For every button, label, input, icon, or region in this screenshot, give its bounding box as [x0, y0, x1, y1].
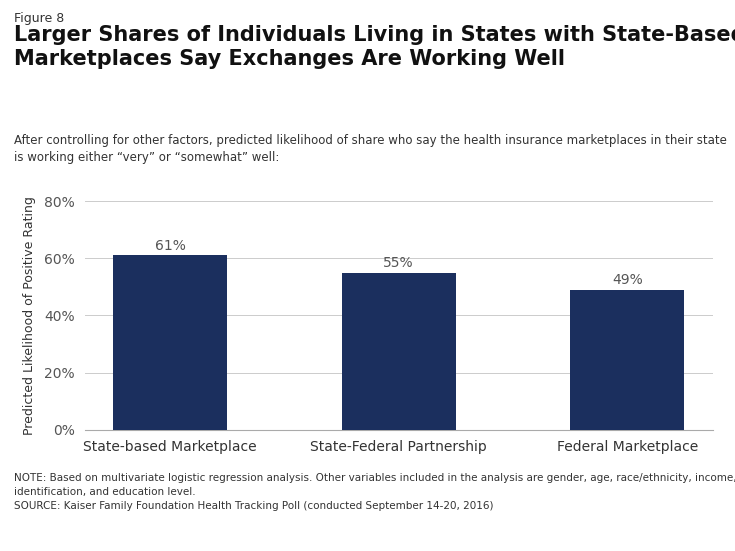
Y-axis label: Predicted Likelihood of Positive Rating: Predicted Likelihood of Positive Rating	[23, 196, 36, 435]
Text: FOUNDATION: FOUNDATION	[653, 530, 714, 539]
Text: NOTE: Based on multivariate logistic regression analysis. Other variables includ: NOTE: Based on multivariate logistic reg…	[14, 473, 735, 511]
Text: After controlling for other factors, predicted likelihood of share who say the h: After controlling for other factors, pre…	[14, 134, 727, 164]
Text: 55%: 55%	[384, 256, 414, 270]
Text: FAMILY: FAMILY	[661, 517, 706, 530]
Text: Figure 8: Figure 8	[14, 12, 64, 25]
Bar	[342, 273, 456, 430]
Text: 49%: 49%	[612, 273, 642, 287]
Bar	[570, 290, 684, 430]
Text: KAISER: KAISER	[650, 496, 717, 514]
Text: 61%: 61%	[155, 239, 186, 252]
Text: THE HENRY J.: THE HENRY J.	[661, 480, 706, 486]
Text: Larger Shares of Individuals Living in States with State-Based
Marketplaces Say : Larger Shares of Individuals Living in S…	[14, 25, 735, 69]
Bar	[113, 256, 227, 430]
